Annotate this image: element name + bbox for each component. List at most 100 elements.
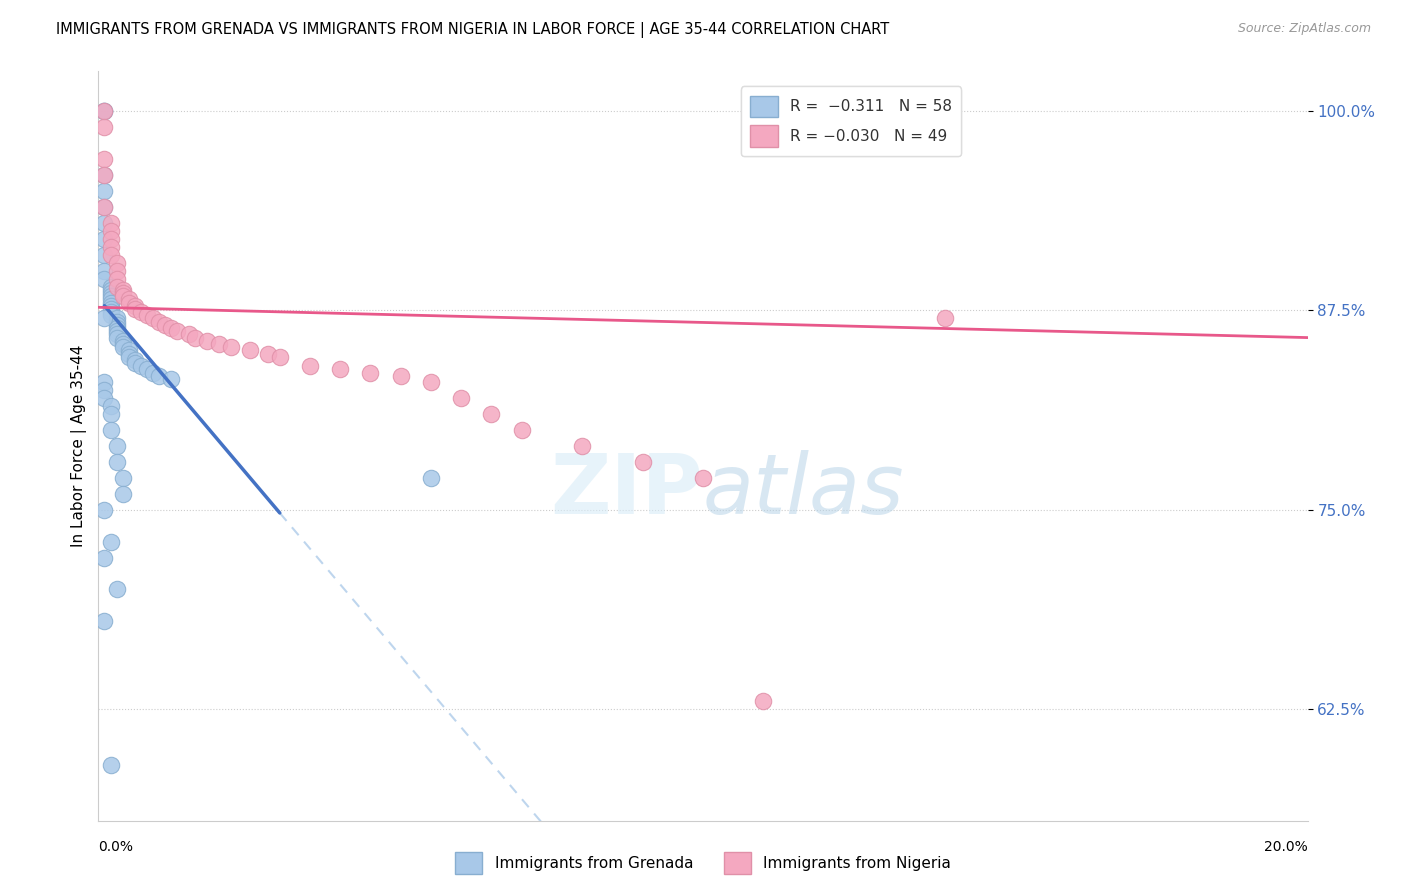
Point [118, 295, 141, 310]
Point [93, 168, 115, 182]
Point [93, 271, 115, 285]
Point [100, 534, 122, 549]
Point [360, 366, 382, 380]
Point [111, 487, 134, 501]
Point [105, 311, 128, 326]
Point [105, 318, 128, 332]
Point [100, 407, 122, 421]
Point [111, 471, 134, 485]
Point [208, 337, 231, 351]
Point [93, 216, 115, 230]
Point [389, 368, 412, 383]
Point [100, 248, 122, 262]
Point [93, 391, 115, 405]
Point [100, 224, 122, 238]
Point [166, 324, 188, 338]
Point [93, 502, 115, 516]
Point [105, 279, 128, 293]
Point [135, 362, 157, 376]
Point [111, 285, 134, 300]
Text: 0.0%: 0.0% [98, 839, 134, 854]
Point [93, 550, 115, 565]
Point [129, 305, 152, 319]
Point [111, 337, 134, 351]
Point [124, 301, 146, 316]
Point [100, 301, 122, 316]
Point [93, 200, 115, 214]
Point [100, 295, 122, 310]
Point [256, 346, 278, 360]
Text: IMMIGRANTS FROM GRENADA VS IMMIGRANTS FROM NIGERIA IN LABOR FORCE | AGE 35-44 CO: IMMIGRANTS FROM GRENADA VS IMMIGRANTS FR… [56, 22, 890, 38]
Point [100, 285, 122, 300]
Point [420, 376, 443, 390]
Point [100, 232, 122, 246]
Point [111, 334, 134, 348]
Point [93, 615, 115, 629]
Point [184, 330, 207, 344]
Point [481, 407, 503, 421]
Point [100, 308, 122, 322]
Point [420, 471, 443, 485]
Point [93, 376, 115, 390]
Point [934, 311, 956, 326]
Point [93, 104, 115, 119]
Point [105, 315, 128, 329]
Point [105, 263, 128, 277]
Point [142, 311, 165, 326]
Point [124, 352, 146, 367]
Point [100, 279, 122, 293]
Point [631, 455, 654, 469]
Point [93, 104, 115, 119]
Point [195, 334, 218, 348]
Point [329, 362, 352, 376]
Point [752, 694, 775, 708]
Legend: R =  −0.311   N = 58, R = −0.030   N = 49: R = −0.311 N = 58, R = −0.030 N = 49 [741, 87, 962, 156]
Point [118, 293, 141, 307]
Point [105, 330, 128, 344]
Point [179, 327, 201, 342]
Point [269, 350, 291, 364]
Point [100, 299, 122, 313]
Point [142, 366, 165, 380]
Point [100, 757, 122, 772]
Point [124, 299, 146, 313]
Point [100, 293, 122, 307]
Point [93, 248, 115, 262]
Point [160, 321, 183, 335]
Point [100, 216, 122, 230]
Point [105, 582, 128, 597]
Point [93, 200, 115, 214]
Point [93, 263, 115, 277]
Point [450, 391, 472, 405]
Point [93, 120, 115, 135]
Point [510, 423, 533, 437]
Point [105, 327, 128, 342]
Point [135, 308, 157, 322]
Point [105, 321, 128, 335]
Point [100, 399, 122, 413]
Point [148, 315, 170, 329]
Point [105, 439, 128, 453]
Point [111, 283, 134, 297]
Point [221, 340, 243, 354]
Point [93, 383, 115, 397]
Point [118, 350, 141, 364]
Text: ZIP: ZIP [551, 450, 703, 532]
Point [111, 289, 134, 303]
Point [100, 283, 122, 297]
Point [100, 289, 122, 303]
Point [692, 471, 714, 485]
Point [118, 343, 141, 358]
Point [105, 271, 128, 285]
Point [148, 368, 170, 383]
Point [93, 168, 115, 182]
Point [93, 311, 115, 326]
Text: Source: ZipAtlas.com: Source: ZipAtlas.com [1237, 22, 1371, 36]
Point [105, 324, 128, 338]
Point [299, 359, 322, 374]
Point [100, 305, 122, 319]
Point [105, 255, 128, 269]
Point [93, 152, 115, 166]
Point [129, 359, 152, 374]
Point [160, 372, 183, 386]
